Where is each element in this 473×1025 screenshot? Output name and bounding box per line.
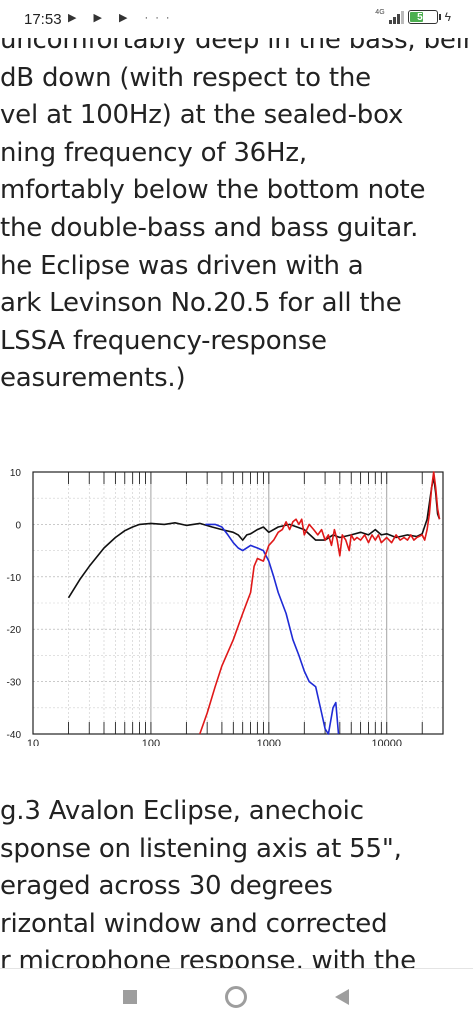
battery-tip [438, 14, 441, 20]
recents-button[interactable] [118, 985, 142, 1009]
x-tick-label: 100 [142, 738, 160, 746]
y-tick-label: -20 [7, 625, 22, 636]
triangle-back-icon [335, 989, 349, 1005]
battery-level-fill [409, 12, 423, 22]
plot-frame [32, 471, 444, 735]
chart-axes [32, 471, 444, 735]
x-tick-label: 10000 [371, 738, 402, 746]
text-line: vel at 100Hz) at the sealed-box [0, 100, 404, 131]
x-tick-label: 1000 [257, 738, 281, 746]
series-line-black [67, 476, 441, 599]
y-tick-label: -40 [7, 730, 22, 741]
text-line: ark Levinson No.20.5 for all the [0, 288, 402, 319]
network-type-label: 4G [375, 8, 385, 16]
text-line: LSSA frequency-response [0, 325, 327, 356]
battery-icon: 51 [407, 10, 438, 24]
text-line: dB down (with respect to the [0, 62, 371, 93]
text-line: easurements.) [0, 363, 186, 394]
signal-strength-icon [388, 10, 404, 24]
chart-grid [33, 472, 443, 734]
square-icon [123, 990, 137, 1004]
navigation-bar [0, 968, 473, 1025]
back-button[interactable] [331, 985, 355, 1009]
figure-caption: g.3 Avalon Eclipse, anechoic sponse on li… [0, 793, 416, 968]
y-tick-label: 10 [10, 468, 22, 479]
media-notification-icons: ▶ ▶ ▶ ··· [68, 12, 177, 24]
caption-line: g.3 Avalon Eclipse, anechoic [0, 796, 364, 826]
charging-bolt-icon: ϟ [444, 10, 451, 24]
article-content[interactable]: uncomfortably deep in the bass, being dB … [0, 38, 473, 968]
frequency-response-chart: 100-10-20-30-4010100100010000Frequency i… [0, 426, 473, 773]
home-button[interactable] [224, 985, 248, 1009]
chart-series [67, 471, 441, 735]
status-bar: 17:53 ▶ ▶ ▶ ··· 4G 51 ϟ [0, 0, 473, 38]
caption-line: sponse on listening axis at 55", [0, 833, 402, 864]
chart-labels: 100-10-20-30-4010100100010000Frequency i… [7, 468, 402, 773]
y-tick-label: 0 [15, 520, 21, 531]
circle-icon [225, 986, 247, 1008]
status-right-group: 4G 51 ϟ [375, 8, 451, 24]
caption-line: rizontal window and corrected [0, 908, 388, 939]
series-line-blue [205, 523, 340, 735]
x-tick-label: 10 [27, 738, 39, 746]
y-tick-label: -30 [7, 678, 22, 689]
text-line: ning frequency of 36Hz, [0, 137, 307, 168]
article-paragraph: uncomfortably deep in the bass, being dB … [0, 38, 473, 398]
status-time: 17:53 [24, 11, 62, 28]
text-line: the double-bass and bass guitar. [0, 212, 419, 243]
text-line: he Eclipse was driven with a [0, 250, 364, 281]
chart-svg: 100-10-20-30-4010100100010000Frequency i… [7, 468, 444, 773]
battery-level-text: 51 [417, 11, 429, 23]
series-line-red [199, 471, 441, 735]
caption-line: r microphone response, with the [0, 946, 416, 968]
text-line: uncomfortably deep in the bass, being [0, 38, 473, 55]
text-line: mfortably below the bottom note [0, 175, 426, 206]
y-tick-label: -10 [7, 573, 22, 584]
caption-line: eraged across 30 degrees [0, 871, 333, 902]
